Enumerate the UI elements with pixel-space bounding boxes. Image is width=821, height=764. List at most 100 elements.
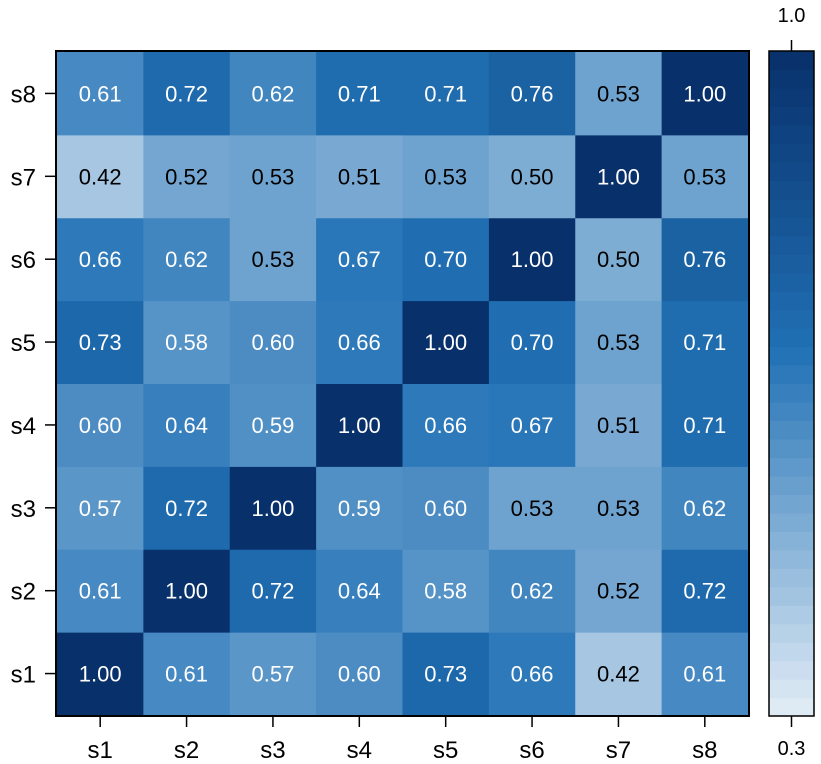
heatmap-cell-s1-s3 [229, 632, 317, 716]
cell-value-label: 0.71 [683, 330, 726, 355]
heatmap-cell-s7-s6 [488, 134, 576, 219]
colorbar-segment [769, 438, 814, 458]
heatmap-cell-s4-s8 [661, 383, 749, 467]
heatmap-cell-s2-s5 [402, 549, 490, 633]
heatmap-cell-s5-s4 [316, 300, 403, 384]
colorbar: 1.0 0.3 [768, 5, 815, 760]
cell-value-label: 0.64 [338, 579, 381, 604]
heatmap-cell-s5-s1 [57, 300, 144, 384]
heatmap-cell-s1-s5 [402, 632, 490, 716]
x-tick-label: s3 [260, 737, 285, 764]
heatmap-cell-s6-s3 [229, 217, 317, 302]
heatmap-cell-s6-s7 [575, 217, 663, 302]
cell-value-label: 0.50 [511, 164, 554, 189]
heatmap-cell-s7-s3 [229, 134, 317, 219]
colorbar-segment [769, 660, 814, 680]
heatmap-cell-s8-s5 [402, 52, 490, 136]
cell-value-label: 0.50 [597, 247, 640, 272]
heatmap-cell-s2-s6 [488, 549, 576, 633]
colorbar-segment [769, 161, 814, 181]
cell-value-label: 0.72 [683, 579, 726, 604]
cell-value-label: 0.53 [597, 496, 640, 521]
colorbar-segment [769, 51, 814, 71]
colorbar-segment [769, 254, 814, 274]
colorbar-segment [769, 87, 814, 108]
heatmap-value-labels: 1.00 0.61 0.57 0.60 0.73 0.66 0.42 0.61 0.61 1.00… [79, 81, 726, 686]
cell-value-label: 0.53 [252, 247, 295, 272]
heatmap-cell-s2-s7 [575, 549, 663, 633]
y-tick-label: s1 [11, 662, 36, 689]
colorbar-segment [769, 531, 814, 551]
cell-value-label: 0.62 [252, 81, 295, 106]
cell-value-label: 0.61 [165, 662, 208, 687]
cell-value-label: 0.60 [424, 496, 467, 521]
x-tick-label: s7 [606, 737, 631, 764]
colorbar-segment [769, 124, 814, 144]
cell-value-label: 0.53 [597, 81, 640, 106]
cell-value-label: 0.66 [79, 247, 122, 272]
colorbar-max-label: 1.0 [778, 5, 806, 27]
heatmap-cell-s4-s2 [143, 383, 231, 467]
heatmap-cell-s8-s8 [661, 52, 749, 136]
colorbar-segment [769, 143, 814, 163]
heatmap-cell-s7-s5 [402, 134, 490, 219]
cell-value-label: 0.59 [252, 413, 295, 438]
cell-value-label: 0.60 [338, 662, 381, 687]
colorbar-segment [769, 623, 814, 643]
x-axis: s1 s2 s3 s4 s5 s6 s7 s8 [88, 716, 717, 764]
cell-value-label: 0.61 [683, 662, 726, 687]
heatmap-cell-s5-s3 [229, 300, 317, 384]
cell-value-label: 0.51 [597, 413, 640, 438]
heatmap-cell-s3-s2 [143, 466, 231, 550]
heatmap-cell-s4-s4 [316, 383, 403, 467]
cell-value-label: 0.53 [597, 330, 640, 355]
colorbar-segment [769, 605, 814, 625]
cell-value-label: 1.00 [252, 496, 295, 521]
cell-value-label: 1.00 [597, 164, 640, 189]
heatmap-cell-s8-s6 [488, 52, 576, 136]
x-tick-label: s4 [347, 737, 372, 764]
heatmap-cell-s3-s5 [402, 466, 490, 550]
cell-value-label: 0.53 [252, 164, 295, 189]
x-tick-label: s1 [88, 737, 113, 764]
cell-value-label: 1.00 [683, 81, 726, 106]
heatmap-cell-s7-s8 [661, 134, 749, 219]
colorbar-segment [769, 586, 814, 606]
colorbar-segment [769, 494, 814, 514]
heatmap-cell-s2-s1 [57, 549, 144, 633]
x-tick-label: s8 [692, 737, 717, 764]
cell-value-label: 0.76 [683, 247, 726, 272]
cell-value-label: 0.52 [165, 164, 208, 189]
heatmap-cell-s4-s6 [488, 383, 576, 467]
cell-value-label: 0.67 [511, 413, 554, 438]
cell-value-label: 1.00 [79, 662, 122, 687]
heatmap-cells [57, 52, 749, 716]
colorbar-segment [769, 272, 814, 292]
heatmap-cell-s4-s3 [229, 383, 317, 467]
colorbar-segment [769, 383, 814, 403]
cell-value-label: 0.61 [79, 81, 122, 106]
plot-frame [55, 50, 750, 717]
heatmap-cell-s2-s2 [143, 549, 231, 633]
cell-value-label: 0.60 [252, 330, 295, 355]
colorbar-segment [769, 401, 814, 422]
heatmap-cell-s1-s6 [488, 632, 576, 716]
colorbar-segment [769, 568, 814, 588]
heatmap-cell-s2-s4 [316, 549, 403, 633]
y-tick-label: s4 [11, 413, 36, 440]
cell-value-label: 1.00 [511, 247, 554, 272]
heatmap-cell-s6-s2 [143, 217, 231, 302]
cell-value-label: 1.00 [338, 413, 381, 438]
heatmap-cell-s8-s3 [229, 52, 317, 136]
cell-value-label: 0.59 [338, 496, 381, 521]
heatmap-cell-s6-s4 [316, 217, 403, 302]
heatmap-cell-s5-s5 [402, 300, 490, 384]
heatmap-cell-s7-s2 [143, 134, 231, 219]
cell-value-label: 0.53 [511, 496, 554, 521]
y-tick-label: s2 [11, 579, 36, 606]
heatmap-cell-s4-s1 [57, 383, 144, 467]
cell-value-label: 0.71 [424, 81, 467, 106]
heatmap-cell-s3-s1 [57, 466, 144, 550]
colorbar-segment [769, 217, 814, 237]
heatmap-cell-s3-s8 [661, 466, 749, 550]
